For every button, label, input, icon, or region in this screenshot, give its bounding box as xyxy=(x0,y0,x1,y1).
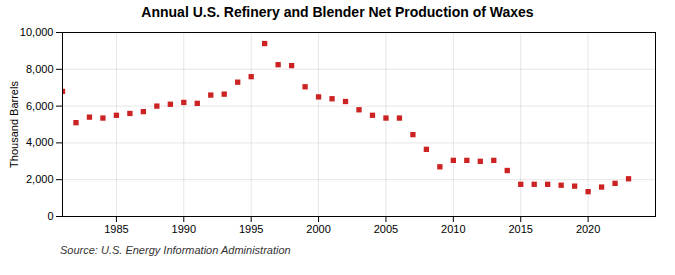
html-text:Source: U.S. Energy Informatio: Source: U.S. Energy Information Administ… xyxy=(60,244,291,256)
svg-text:2020: 2020 xyxy=(576,223,600,235)
svg-text:2005: 2005 xyxy=(374,223,398,235)
svg-text:1990: 1990 xyxy=(172,223,196,235)
svg-text:8,000: 8,000 xyxy=(26,63,54,75)
html-text:Annual U.S. Refinery and Blend: Annual U.S. Refinery and Blender Net Pro… xyxy=(141,4,534,20)
svg-text:6,000: 6,000 xyxy=(26,100,54,112)
svg-text:2010: 2010 xyxy=(441,223,465,235)
svg-text:1995: 1995 xyxy=(239,223,263,235)
svg-text:0: 0 xyxy=(47,210,53,222)
svg-text:Thousand Barrels: Thousand Barrels xyxy=(8,81,20,168)
svg-text:10,000: 10,000 xyxy=(20,26,54,38)
svg-text:1985: 1985 xyxy=(104,223,128,235)
svg-text:2015: 2015 xyxy=(508,223,532,235)
svg-text:4,000: 4,000 xyxy=(26,136,54,148)
svg-text:2,000: 2,000 xyxy=(26,173,54,185)
svg-text:2000: 2000 xyxy=(306,223,330,235)
